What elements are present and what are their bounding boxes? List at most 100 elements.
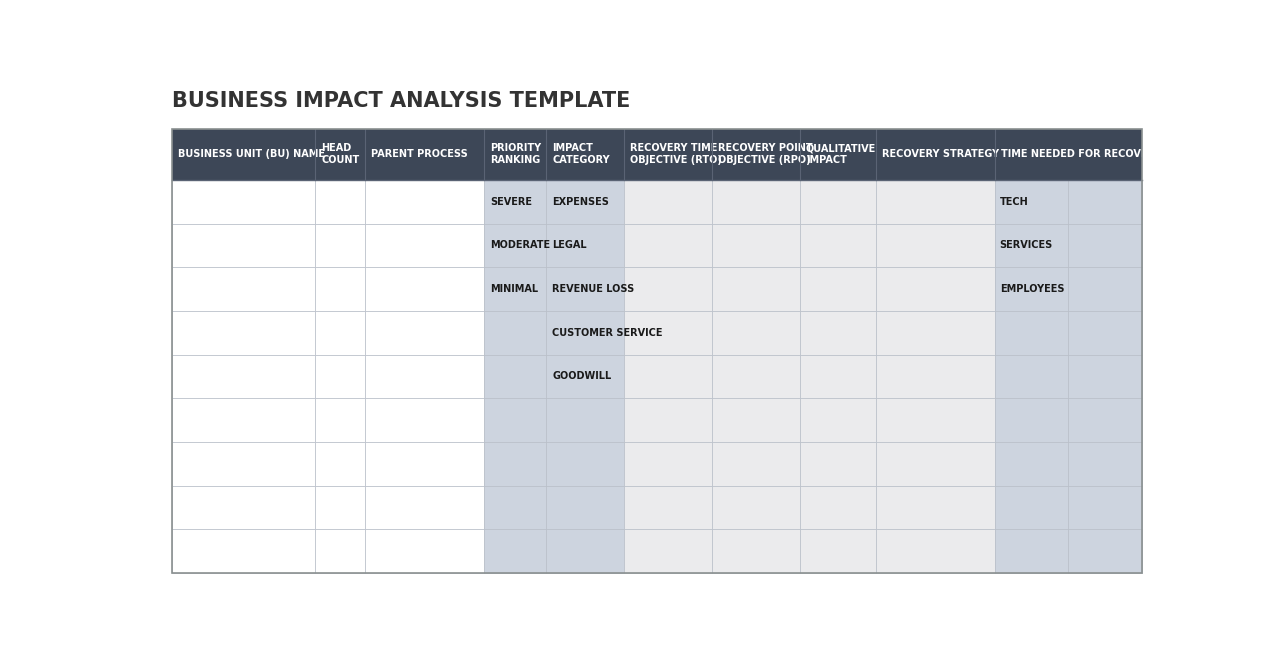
Bar: [315, 129, 365, 180]
Text: IMPACT
CATEGORY: IMPACT CATEGORY: [553, 143, 610, 165]
Bar: [485, 267, 546, 311]
Bar: [876, 529, 995, 573]
Bar: [876, 224, 995, 267]
Text: RECOVERY TIME
OBJECTIVE (RTO): RECOVERY TIME OBJECTIVE (RTO): [629, 143, 722, 165]
Bar: [995, 529, 1068, 573]
Bar: [876, 486, 995, 529]
Bar: [624, 129, 712, 180]
Bar: [995, 267, 1068, 311]
Bar: [1068, 486, 1142, 529]
Bar: [546, 311, 624, 354]
Bar: [172, 486, 315, 529]
Bar: [172, 129, 315, 180]
Bar: [365, 398, 485, 442]
Bar: [315, 180, 365, 224]
Text: GOODWILL: GOODWILL: [553, 371, 612, 381]
Text: HEAD
COUNT: HEAD COUNT: [320, 143, 359, 165]
Bar: [876, 267, 995, 311]
Bar: [315, 267, 365, 311]
Bar: [485, 129, 546, 180]
Bar: [546, 224, 624, 267]
Bar: [1068, 354, 1142, 398]
Bar: [995, 354, 1068, 398]
Bar: [876, 442, 995, 486]
Bar: [315, 311, 365, 354]
Bar: [712, 129, 800, 180]
Bar: [712, 442, 800, 486]
Bar: [1068, 311, 1142, 354]
Bar: [172, 224, 315, 267]
Text: BUSINESS IMPACT ANALYSIS TEMPLATE: BUSINESS IMPACT ANALYSIS TEMPLATE: [172, 91, 631, 111]
Bar: [365, 442, 485, 486]
Bar: [365, 129, 485, 180]
Bar: [365, 224, 485, 267]
Bar: [800, 529, 876, 573]
Bar: [546, 267, 624, 311]
Bar: [172, 442, 315, 486]
Bar: [876, 398, 995, 442]
Bar: [485, 224, 546, 267]
Bar: [546, 529, 624, 573]
Bar: [485, 354, 546, 398]
Bar: [800, 267, 876, 311]
Bar: [876, 129, 995, 180]
Bar: [995, 224, 1068, 267]
Bar: [1068, 398, 1142, 442]
Bar: [624, 180, 712, 224]
Bar: [800, 311, 876, 354]
Bar: [1068, 224, 1142, 267]
Bar: [485, 529, 546, 573]
Bar: [712, 267, 800, 311]
Text: CUSTOMER SERVICE: CUSTOMER SERVICE: [553, 328, 663, 337]
Bar: [995, 311, 1068, 354]
Bar: [365, 311, 485, 354]
Bar: [995, 129, 1142, 180]
Bar: [624, 311, 712, 354]
Bar: [1068, 442, 1142, 486]
Bar: [624, 486, 712, 529]
Text: SERVICES: SERVICES: [1000, 241, 1053, 250]
Bar: [624, 354, 712, 398]
Bar: [876, 180, 995, 224]
Text: BUSINESS UNIT (BU) NAME: BUSINESS UNIT (BU) NAME: [178, 149, 326, 160]
Text: RECOVERY STRATEGY: RECOVERY STRATEGY: [882, 149, 999, 160]
Bar: [546, 354, 624, 398]
Bar: [800, 442, 876, 486]
Text: SEVERE: SEVERE: [490, 197, 532, 207]
Text: QUALITATIVE
IMPACT: QUALITATIVE IMPACT: [806, 143, 876, 165]
Bar: [172, 311, 315, 354]
Bar: [485, 442, 546, 486]
Bar: [712, 180, 800, 224]
Bar: [365, 354, 485, 398]
Bar: [172, 129, 1142, 573]
Text: EMPLOYEES: EMPLOYEES: [1000, 284, 1064, 294]
Bar: [876, 354, 995, 398]
Bar: [995, 180, 1068, 224]
Bar: [546, 486, 624, 529]
Bar: [546, 442, 624, 486]
Bar: [172, 529, 315, 573]
Bar: [365, 486, 485, 529]
Bar: [315, 486, 365, 529]
Bar: [995, 486, 1068, 529]
Bar: [800, 354, 876, 398]
Bar: [172, 354, 315, 398]
Text: RECOVERY POINT
OBJECTIVE (RPO): RECOVERY POINT OBJECTIVE (RPO): [718, 143, 813, 165]
Text: PRIORITY
RANKING: PRIORITY RANKING: [490, 143, 541, 165]
Text: MODERATE: MODERATE: [490, 241, 550, 250]
Bar: [315, 529, 365, 573]
Bar: [485, 311, 546, 354]
Bar: [365, 529, 485, 573]
Bar: [995, 398, 1068, 442]
Bar: [365, 267, 485, 311]
Bar: [800, 486, 876, 529]
Bar: [800, 398, 876, 442]
Bar: [546, 180, 624, 224]
Bar: [712, 398, 800, 442]
Bar: [800, 129, 876, 180]
Bar: [315, 398, 365, 442]
Bar: [172, 398, 315, 442]
Bar: [624, 442, 712, 486]
Bar: [315, 442, 365, 486]
Bar: [1068, 529, 1142, 573]
